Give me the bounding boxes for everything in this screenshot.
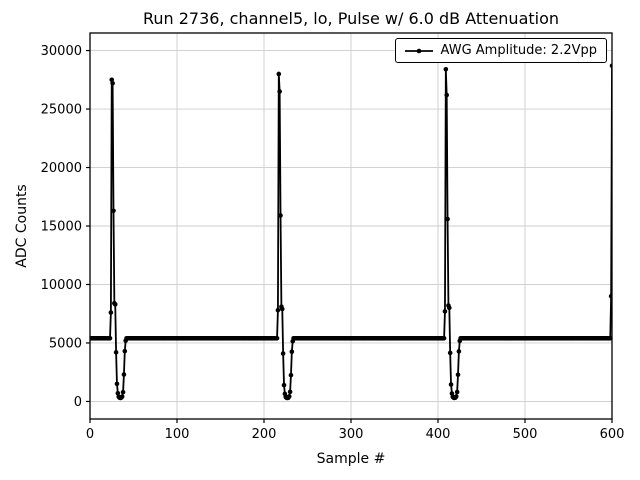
svg-text:0: 0	[86, 427, 94, 442]
svg-text:200: 200	[252, 427, 277, 442]
svg-text:30000: 30000	[41, 44, 82, 59]
svg-text:5000: 5000	[49, 336, 82, 351]
svg-text:600: 600	[600, 427, 625, 442]
y-axis-label: ADC Counts	[14, 184, 30, 268]
legend-line-marker-icon	[404, 48, 433, 53]
svg-text:400: 400	[426, 427, 451, 442]
svg-text:10000: 10000	[41, 278, 82, 293]
svg-text:0: 0	[74, 395, 82, 410]
x-axis-label: Sample #	[316, 451, 386, 467]
legend-label: AWG Amplitude: 2.2Vpp	[440, 43, 597, 58]
svg-text:20000: 20000	[41, 161, 82, 176]
svg-text:500: 500	[513, 427, 538, 442]
svg-text:25000: 25000	[41, 103, 82, 118]
svg-text:100: 100	[165, 427, 190, 442]
svg-text:15000: 15000	[41, 220, 82, 235]
chart-title: Run 2736, channel5, lo, Pulse w/ 6.0 dB …	[142, 9, 560, 28]
legend: AWG Amplitude: 2.2Vpp	[394, 38, 607, 63]
svg-text:300: 300	[339, 427, 364, 442]
